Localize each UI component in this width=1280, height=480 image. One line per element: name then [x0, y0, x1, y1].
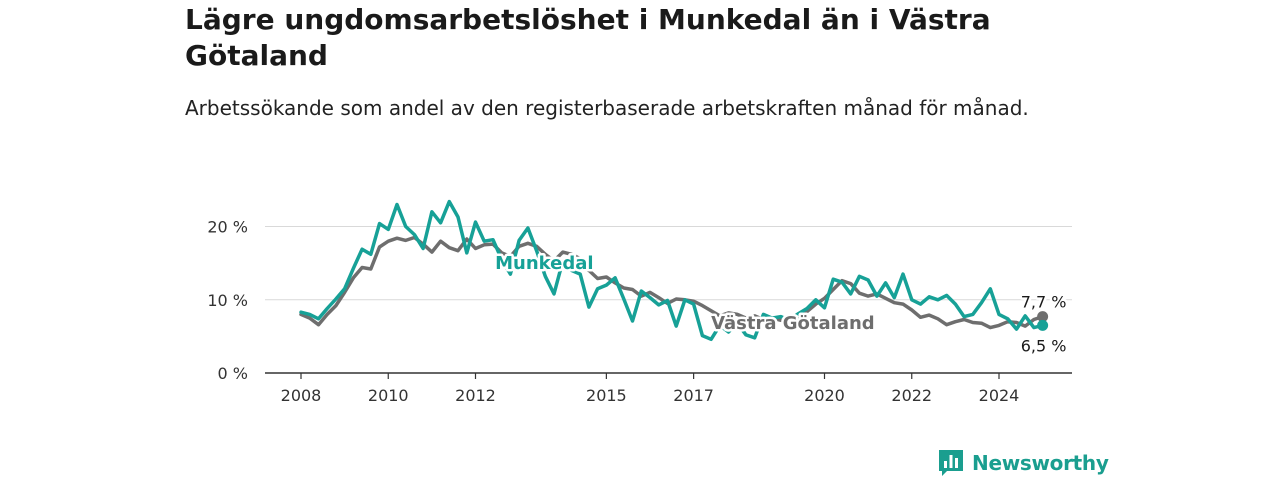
x-tick-label: 2020 — [804, 386, 845, 405]
x-tick-label: 2008 — [281, 386, 322, 405]
x-tick-label: 2024 — [979, 386, 1020, 405]
chart-title: Lägre ungdomsarbetslöshet i Munkedal än … — [185, 3, 991, 72]
end-point-munkedal — [1037, 319, 1049, 331]
end-value-vastra-gotaland: 7,7 % — [1021, 293, 1067, 312]
series-label-vastra-gotaland: Västra Götaland — [711, 313, 875, 334]
x-tick-label: 2015 — [586, 386, 627, 405]
series-label-munkedal: Munkedal — [495, 253, 593, 274]
series-line-munkedal — [299, 199, 1045, 342]
series-label-munkedal-halo: Munkedal — [495, 253, 593, 274]
grid-lines — [265, 226, 1072, 301]
end-point-vastra-gotaland — [1037, 311, 1049, 323]
series-lines — [299, 199, 1049, 342]
y-tick-label: 20 % — [207, 218, 248, 237]
end-value-munkedal-halo: 6,5 % — [1021, 336, 1067, 355]
x-tick-label: 2010 — [368, 386, 409, 405]
chart-subtitle: Arbetssökande som andel av den registerb… — [185, 96, 1029, 120]
y-tick-label: 10 % — [207, 291, 248, 310]
x-tick-label: 2017 — [673, 386, 714, 405]
x-tick-label: 2022 — [891, 386, 932, 405]
bar-chart-icon — [939, 450, 963, 476]
y-tick-label: 0 % — [218, 364, 248, 383]
newsworthy-logo[interactable]: Newsworthy — [938, 449, 1109, 477]
end-value-munkedal: 6,5 % — [1021, 336, 1067, 355]
brand-name: Newsworthy — [972, 451, 1109, 475]
x-axis: 2008 2010 2012 2015 2017 2020 2022 2024 — [265, 372, 1072, 405]
y-axis: 0 % 10 % 20 % — [207, 218, 248, 384]
end-value-vastra-gotaland-halo: 7,7 % — [1021, 293, 1067, 312]
x-tick-label: 2012 — [455, 386, 496, 405]
series-label-vastra-gotaland-halo: Västra Götaland — [711, 313, 875, 334]
